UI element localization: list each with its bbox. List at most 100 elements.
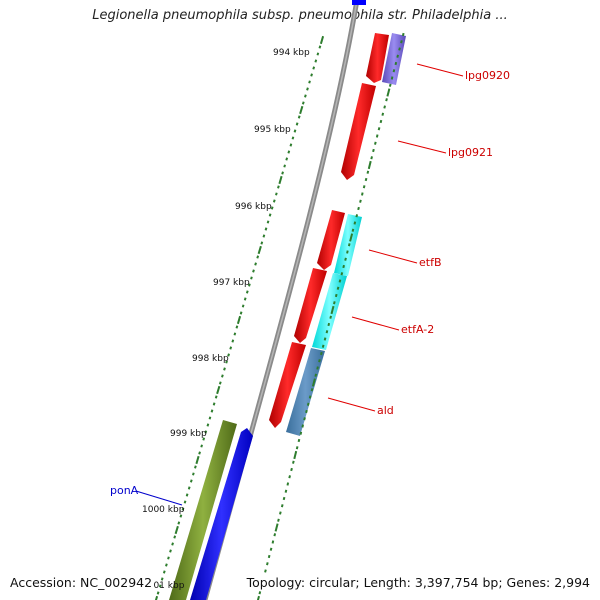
tick-mark-outer: [374, 141, 377, 145]
tick-mark-inner: [308, 80, 311, 84]
tick-mark-inner: [179, 514, 183, 518]
tick-mark-inner: [268, 213, 272, 217]
tick-mark-outer: [344, 257, 347, 261]
tick-mark-inner: [192, 472, 195, 476]
tick-mark-inner: [212, 402, 216, 406]
tick-mark-outer: [311, 378, 316, 387]
tick-mark-inner: [256, 255, 260, 259]
tick-mark-inner: [277, 185, 280, 189]
tick-mark-inner: [314, 59, 318, 63]
tick-mark-outer: [361, 192, 364, 196]
tick-mark-outer: [390, 76, 394, 80]
tick-mark-inner: [167, 556, 170, 560]
tick-mark-inner: [291, 136, 295, 140]
tick-mark-inner: [243, 297, 247, 301]
tick-mark-outer: [377, 127, 381, 131]
tick-mark-inner: [272, 199, 276, 203]
tick-mark-inner: [187, 486, 191, 490]
tick-mark-inner: [183, 500, 187, 504]
tick-mark-inner: [252, 269, 255, 273]
tick-mark-inner: [160, 577, 164, 581]
tick-mark-inner: [275, 192, 278, 196]
tick-mark-inner: [218, 381, 222, 385]
tick-mark-inner: [295, 122, 299, 126]
tick-label-999: 999 kbp: [170, 429, 207, 439]
tick-mark-inner: [250, 276, 253, 280]
tick-mark-outer: [314, 373, 318, 377]
tick-mark-inner: [281, 171, 284, 175]
tick-mark-outer: [279, 511, 282, 515]
tick-mark-outer: [305, 409, 308, 414]
tick-mark-inner: [235, 325, 239, 329]
tick-mark-outer: [370, 156, 373, 160]
tick-mark-outer: [316, 366, 319, 370]
tick-mark-inner: [301, 101, 305, 105]
tick-mark-outer: [396, 54, 399, 58]
tick-ring-outer: [256, 32, 405, 600]
tick-label-1001: 1001 kbp: [142, 581, 185, 591]
tick-mark-inner: [248, 283, 251, 287]
tick-mark-inner: [260, 241, 264, 245]
tick-label-1000: 1000 kbp: [142, 505, 185, 515]
tick-mark-inner: [289, 143, 293, 147]
tick-mark-outer: [293, 450, 298, 460]
tick-mark-outer: [386, 88, 391, 97]
gene-label-ponA: ponA: [110, 484, 139, 497]
tick-mark-outer: [367, 160, 372, 170]
tick-mark-outer: [340, 272, 344, 276]
tick-mark-outer: [355, 214, 359, 218]
gene-label-etfA-2: etfA-2: [401, 323, 434, 336]
tick-mark-inner: [177, 521, 181, 525]
tick-mark-outer: [383, 105, 386, 109]
tick-mark-outer: [321, 344, 325, 348]
tick-label-996: 996 kbp: [235, 202, 272, 212]
tick-mark-inner: [293, 129, 297, 133]
tick-mark-inner: [200, 444, 203, 448]
tick-mark-outer: [256, 595, 260, 600]
tick-mark-outer: [264, 569, 267, 573]
tick-mark-inner: [264, 227, 268, 231]
tick-mark-inner: [229, 346, 233, 350]
tick-mark-outer: [306, 402, 310, 406]
tick-mark-outer: [271, 540, 275, 544]
tick-mark-inner: [285, 157, 289, 161]
gene-label-lpg0921: lpg0921: [448, 146, 493, 159]
tick-mark-inner: [270, 206, 274, 210]
tick-mark-outer: [282, 496, 286, 501]
tick-mark-outer: [359, 199, 362, 203]
gene-olive-bar: [169, 420, 237, 600]
tick-mark-outer: [334, 293, 338, 298]
tick-mark-outer: [325, 330, 329, 334]
tick-mark-outer: [284, 489, 288, 493]
tick-mark-outer: [330, 305, 335, 315]
tick-mark-outer: [310, 388, 314, 392]
tick-mark-outer: [318, 359, 321, 363]
gene-label-etfB: etfB: [419, 256, 442, 269]
tick-mark-outer: [381, 112, 385, 116]
tick-mark-inner: [318, 45, 322, 49]
tick-mark-inner: [319, 35, 325, 45]
tick-mark-inner: [156, 591, 160, 595]
gene-etfB-red-bar: [317, 210, 345, 270]
gene-label-lpg0920: lpg0920: [465, 69, 510, 82]
tick-mark-outer: [347, 243, 351, 247]
tick-mark-outer: [398, 47, 401, 51]
tick-label-997: 997 kbp: [213, 278, 250, 288]
tick-mark-outer: [274, 523, 279, 532]
tick-mark-outer: [375, 134, 379, 138]
tick-ring-inner: [154, 35, 325, 600]
tick-mark-inner: [162, 570, 166, 574]
tick-label-994: 994 kbp: [273, 48, 310, 58]
gene-label-ald: ald: [377, 404, 394, 417]
tick-mark-inner: [278, 175, 283, 185]
tick-mark-outer: [362, 185, 366, 189]
tick-mark-inner: [181, 507, 185, 511]
tick-mark-outer: [366, 170, 370, 174]
accession-label: Accession: NC_002942: [8, 575, 155, 590]
tick-mark-outer: [323, 337, 327, 341]
tick-mark-outer: [292, 460, 295, 464]
tick-mark-inner: [173, 535, 177, 539]
gene-etfB-cyan-bar: [334, 214, 362, 276]
tick-mark-inner: [262, 234, 266, 238]
tick-mark-outer: [338, 279, 342, 283]
